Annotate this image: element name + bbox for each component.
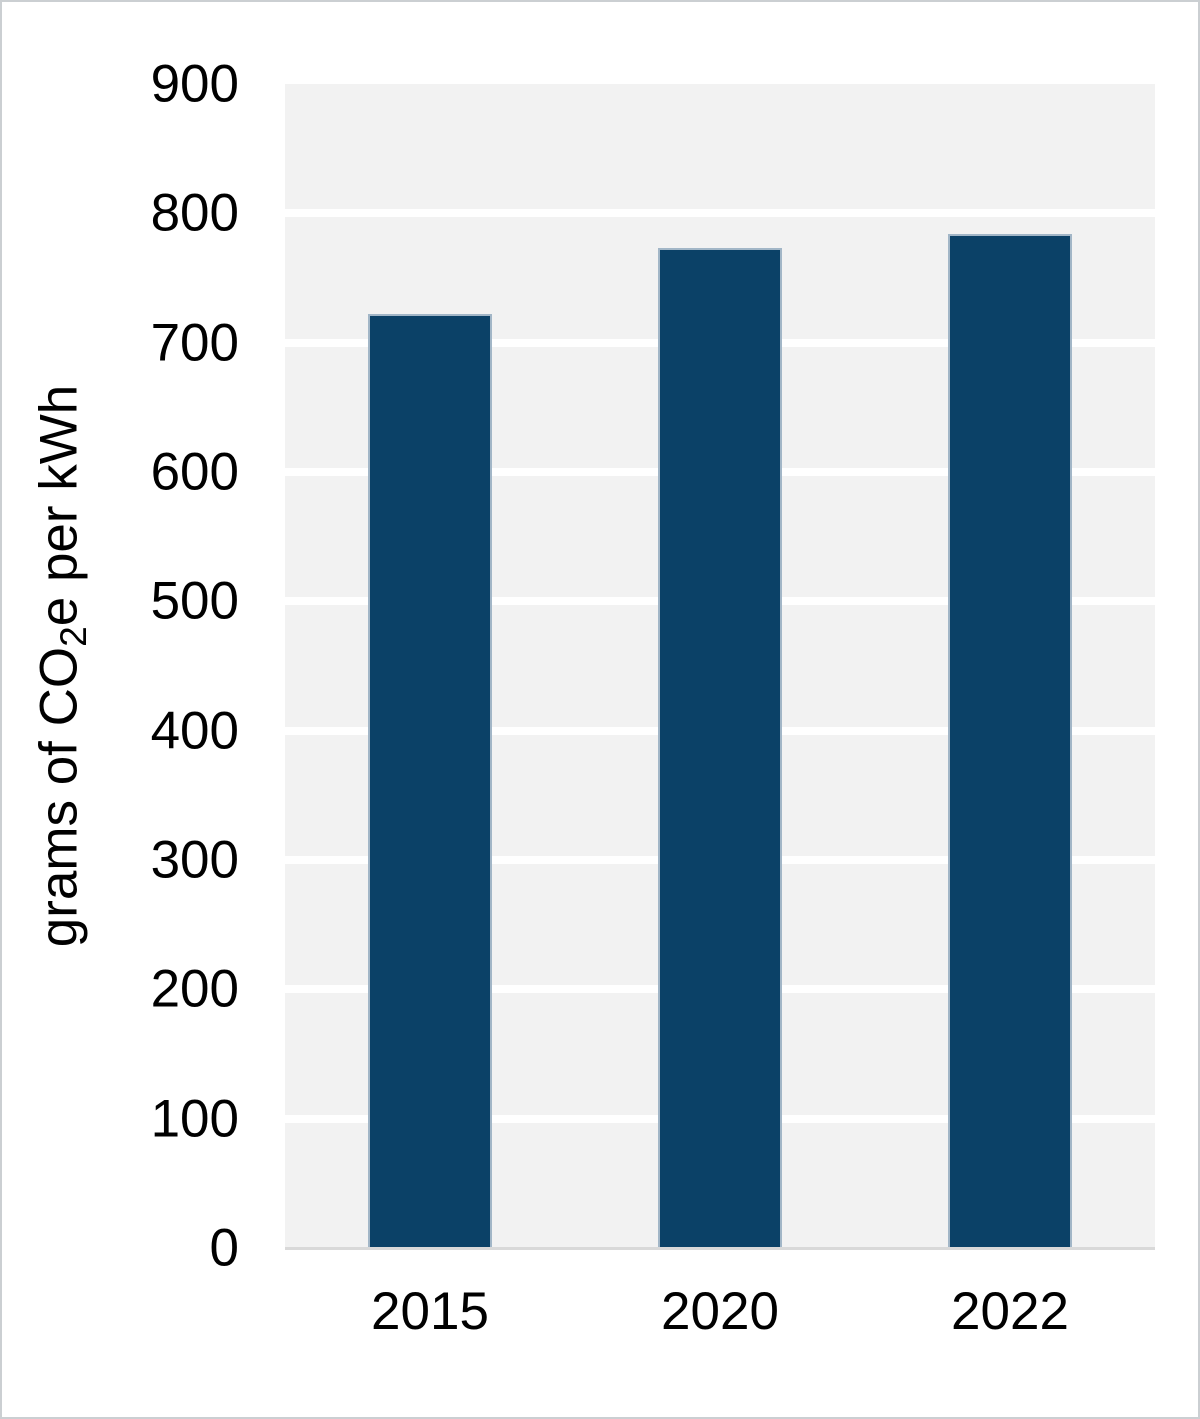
- gridline-800: [285, 209, 1155, 218]
- x-axis-line: [285, 1247, 1155, 1250]
- y-tick-label-800: 800: [150, 183, 239, 243]
- y-tick-label-300: 300: [150, 830, 239, 890]
- y-tick-label-700: 700: [150, 313, 239, 373]
- bar-2020: [658, 248, 782, 1248]
- y-tick-label-100: 100: [150, 1089, 239, 1149]
- y-tick-label-200: 200: [150, 959, 239, 1019]
- bar-2015: [368, 314, 492, 1248]
- y-tick-label-0: 0: [209, 1218, 239, 1278]
- y-tick-label-600: 600: [150, 442, 239, 502]
- bar-2022: [948, 234, 1072, 1248]
- x-tick-label-2022: 2022: [951, 1282, 1069, 1341]
- x-tick-label-2020: 2020: [661, 1282, 779, 1341]
- y-tick-label-400: 400: [150, 701, 239, 761]
- x-tick-label-2015: 2015: [371, 1282, 489, 1341]
- plot-area: [285, 84, 1155, 1248]
- y-tick-label-900: 900: [150, 54, 239, 114]
- y-axis-ticks: 0 100 200 300 400 500 600 700 800 900: [2, 2, 239, 1417]
- y-tick-label-500: 500: [150, 571, 239, 631]
